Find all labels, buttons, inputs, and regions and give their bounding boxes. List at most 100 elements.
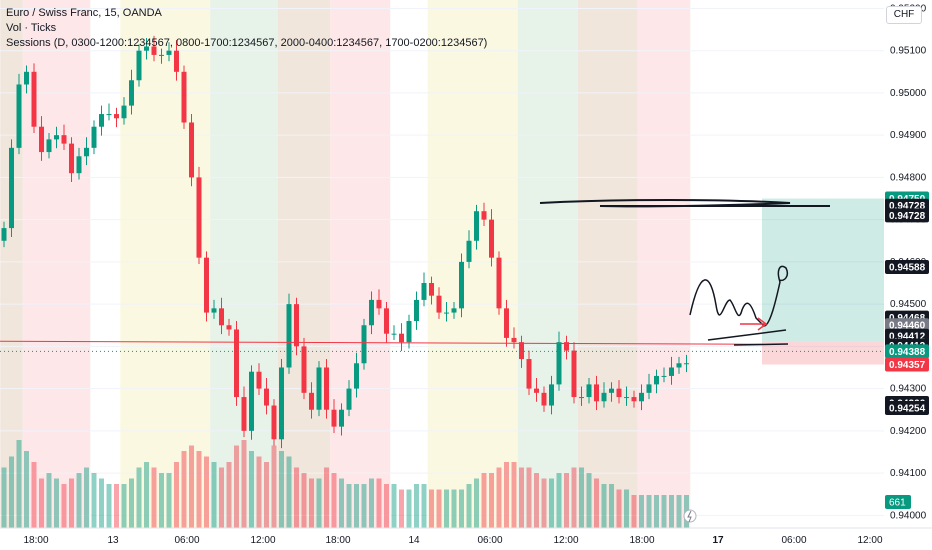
price-tick-label: 0.95100	[890, 46, 927, 57]
candle-body	[106, 114, 112, 116]
lightning-icon[interactable]	[683, 509, 697, 523]
candle-body	[159, 54, 164, 56]
volume-bar	[346, 484, 352, 528]
volume-bar	[211, 462, 217, 528]
price-tick-label: 0.95000	[890, 88, 927, 99]
candle-body	[624, 397, 629, 399]
freehand-drawing[interactable]	[539, 199, 830, 208]
candle-body	[519, 342, 524, 360]
time-tick-label: 12:00	[857, 535, 882, 546]
volume-bar	[166, 473, 172, 528]
candle-body	[631, 397, 637, 402]
volume-bar	[324, 467, 329, 528]
volume-bar	[309, 478, 314, 528]
candle-body	[654, 375, 659, 385]
volume-bar	[286, 456, 292, 528]
volume-bar	[489, 473, 494, 528]
price-label-text: 0.94254	[889, 404, 926, 415]
candle-body	[511, 337, 517, 343]
candle-body	[286, 304, 292, 368]
candle-body	[61, 135, 67, 144]
candle-body	[114, 114, 119, 119]
volume-bar	[481, 473, 487, 528]
volume-bar	[601, 484, 607, 528]
candle-body	[151, 46, 157, 55]
volume-bar	[414, 484, 419, 528]
candle-body	[646, 384, 652, 393]
volume-bar	[511, 462, 517, 528]
currency-button[interactable]: CHF	[886, 6, 922, 24]
freehand-drawing[interactable]	[689, 265, 789, 327]
freehand-drawing[interactable]	[740, 317, 768, 331]
candle-body	[579, 397, 584, 399]
candle-body	[444, 312, 449, 314]
candle-body	[421, 283, 427, 300]
volume-bar	[616, 489, 622, 528]
volume-bar	[436, 489, 442, 528]
candle-body	[466, 240, 472, 262]
candle-body	[211, 308, 217, 313]
volume-label-text: 661	[889, 498, 906, 509]
candle-body	[324, 367, 329, 410]
price-label-text: 0.94412	[889, 331, 926, 342]
position-target-zone[interactable]	[762, 198, 884, 342]
candle-body	[136, 50, 142, 81]
volume-bar	[151, 467, 157, 528]
volume-bar	[1, 467, 7, 528]
candle-body	[496, 257, 502, 309]
position-stop-zone[interactable]	[762, 341, 884, 365]
price-tick-label: 0.94800	[890, 172, 927, 183]
candle-body	[346, 388, 352, 410]
volume-bar	[564, 473, 569, 528]
candle-body	[504, 308, 509, 338]
volume-bar	[339, 478, 344, 528]
volume-bar	[421, 484, 427, 528]
volume-bar	[316, 478, 322, 528]
candle-body	[541, 392, 547, 406]
volume-bar	[121, 484, 127, 528]
time-tick-label: 06:00	[781, 535, 806, 546]
candle-body	[376, 299, 382, 309]
freehand-drawing[interactable]	[707, 329, 789, 346]
volume-bar	[16, 440, 22, 528]
price-label-tag	[885, 344, 929, 359]
volume-bar	[39, 478, 44, 528]
volume-bar	[99, 478, 104, 528]
price-label-tag	[885, 401, 929, 416]
trend-line[interactable]	[0, 340, 771, 345]
volume-bar	[594, 478, 599, 528]
sessions-indicator-label[interactable]: Sessions (D, 0300-1200:1234567, 0800-170…	[6, 37, 488, 49]
symbol-title[interactable]: Euro / Swiss Franc, 15, OANDA	[6, 7, 162, 19]
candle-body	[571, 350, 577, 398]
price-label-tag	[885, 259, 929, 274]
price-label-text: 0.94728	[889, 201, 926, 212]
volume-bar	[106, 484, 112, 528]
session-band	[277, 0, 331, 528]
candle-body	[16, 84, 22, 148]
volume-bar	[526, 467, 532, 528]
volume-indicator-label[interactable]: Vol · Ticks	[6, 22, 57, 34]
candle-body	[301, 346, 307, 393]
volume-bar	[354, 484, 359, 528]
volume-bar	[661, 495, 667, 528]
candle-body	[684, 363, 689, 365]
candle-body	[406, 321, 412, 343]
candle-body	[361, 325, 367, 364]
candle-body	[399, 333, 404, 343]
time-tick-label: 06:00	[477, 535, 502, 546]
candle-body	[226, 325, 232, 330]
candle-body	[669, 367, 674, 376]
candle-body	[436, 295, 442, 313]
candle-body	[481, 211, 487, 220]
price-label-text: 0.94460	[889, 321, 926, 332]
volume-bar	[331, 473, 337, 528]
volume-bar	[159, 473, 164, 528]
volume-bar	[204, 456, 209, 528]
volume-bar	[241, 440, 247, 528]
price-label-text: 0.94357	[889, 360, 926, 371]
session-band	[427, 0, 518, 528]
price-label-tag	[885, 208, 929, 223]
candle-body	[256, 371, 262, 389]
volume-bar	[76, 473, 82, 528]
